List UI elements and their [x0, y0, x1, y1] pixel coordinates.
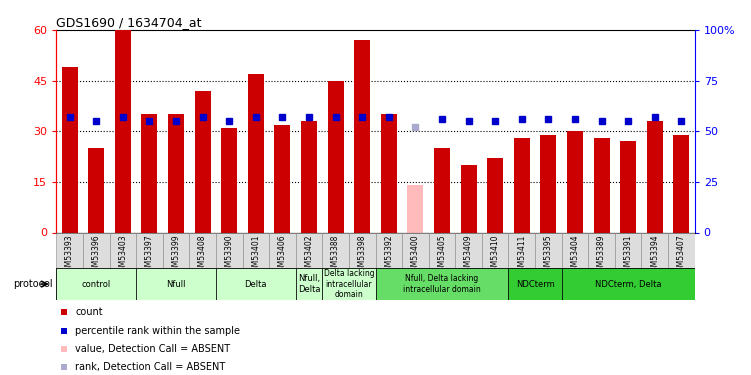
Bar	[110, 232, 136, 268]
Bar	[115, 30, 131, 232]
Text: GSM53394: GSM53394	[650, 234, 659, 276]
Bar	[455, 232, 482, 268]
Text: GSM53406: GSM53406	[278, 234, 287, 276]
Text: GSM53395: GSM53395	[544, 234, 553, 276]
Bar	[56, 268, 136, 300]
Text: NDCterm: NDCterm	[516, 280, 554, 289]
Bar	[376, 232, 402, 268]
Bar	[163, 232, 189, 268]
Bar	[508, 232, 535, 268]
Text: GSM53388: GSM53388	[331, 234, 340, 276]
Text: GSM53402: GSM53402	[304, 234, 313, 276]
Bar	[248, 74, 264, 232]
Bar	[269, 232, 296, 268]
Bar	[562, 232, 588, 268]
Text: GSM53410: GSM53410	[490, 234, 499, 276]
Text: control: control	[82, 280, 111, 289]
Bar	[508, 268, 562, 300]
Bar	[674, 135, 689, 232]
Bar	[354, 40, 370, 232]
Bar	[647, 121, 663, 232]
Text: GSM53405: GSM53405	[438, 234, 447, 276]
Bar	[216, 268, 296, 300]
Bar	[376, 268, 508, 300]
Bar	[641, 232, 668, 268]
Bar	[541, 135, 556, 232]
Text: Nfull, Delta lacking
intracellular domain: Nfull, Delta lacking intracellular domai…	[403, 274, 481, 294]
Bar	[562, 268, 695, 300]
Bar	[514, 138, 529, 232]
Text: GSM53390: GSM53390	[225, 234, 234, 276]
Text: GSM53403: GSM53403	[119, 234, 128, 276]
Bar	[349, 232, 376, 268]
Bar	[136, 232, 163, 268]
Text: value, Detection Call = ABSENT: value, Detection Call = ABSENT	[75, 344, 231, 354]
Bar	[615, 232, 641, 268]
Bar	[56, 232, 83, 268]
Bar	[408, 185, 424, 232]
Text: percentile rank within the sample: percentile rank within the sample	[75, 326, 240, 336]
Bar	[168, 114, 184, 232]
Text: GSM53401: GSM53401	[252, 234, 261, 276]
Bar	[301, 121, 317, 232]
Bar	[567, 131, 583, 232]
Text: GSM53411: GSM53411	[517, 234, 526, 276]
Text: GSM53407: GSM53407	[677, 234, 686, 276]
Text: count: count	[75, 308, 103, 317]
Text: GSM53397: GSM53397	[145, 234, 154, 276]
Bar	[141, 114, 158, 232]
Text: Delta lacking
intracellular
domain: Delta lacking intracellular domain	[324, 269, 374, 299]
Bar	[593, 138, 610, 232]
Bar	[429, 232, 455, 268]
Text: Nfull: Nfull	[166, 280, 185, 289]
Text: GSM53391: GSM53391	[623, 234, 632, 276]
Bar	[243, 232, 269, 268]
Bar	[216, 232, 243, 268]
Text: GSM53393: GSM53393	[65, 234, 74, 276]
Text: GSM53408: GSM53408	[198, 234, 207, 276]
Bar	[222, 128, 237, 232]
Text: GSM53392: GSM53392	[385, 234, 394, 276]
Text: GSM53399: GSM53399	[171, 234, 180, 276]
Text: GSM53409: GSM53409	[464, 234, 473, 276]
Bar	[620, 141, 636, 232]
Bar	[434, 148, 450, 232]
Text: GSM53396: GSM53396	[92, 234, 101, 276]
Bar	[296, 232, 322, 268]
Text: GSM53389: GSM53389	[597, 234, 606, 276]
Bar	[136, 268, 216, 300]
Text: GSM53404: GSM53404	[571, 234, 580, 276]
Bar	[482, 232, 508, 268]
Bar	[274, 124, 291, 232]
Bar	[588, 232, 615, 268]
Bar	[460, 165, 477, 232]
Bar	[195, 91, 210, 232]
Bar	[487, 158, 503, 232]
Bar	[296, 268, 322, 300]
Bar	[83, 232, 110, 268]
Text: GSM53400: GSM53400	[411, 234, 420, 276]
Bar	[89, 148, 104, 232]
Bar	[535, 232, 562, 268]
Bar	[402, 232, 429, 268]
Bar	[322, 232, 349, 268]
Text: Delta: Delta	[245, 280, 267, 289]
Bar	[189, 232, 216, 268]
Text: GDS1690 / 1634704_at: GDS1690 / 1634704_at	[56, 16, 202, 29]
Bar	[62, 67, 77, 232]
Text: Nfull,
Delta: Nfull, Delta	[297, 274, 320, 294]
Bar	[327, 81, 344, 232]
Text: GSM53398: GSM53398	[357, 234, 366, 276]
Text: rank, Detection Call = ABSENT: rank, Detection Call = ABSENT	[75, 362, 226, 372]
Bar	[668, 232, 695, 268]
Text: NDCterm, Delta: NDCterm, Delta	[595, 280, 662, 289]
Bar	[381, 114, 397, 232]
Text: protocol: protocol	[13, 279, 53, 289]
Bar	[322, 268, 376, 300]
